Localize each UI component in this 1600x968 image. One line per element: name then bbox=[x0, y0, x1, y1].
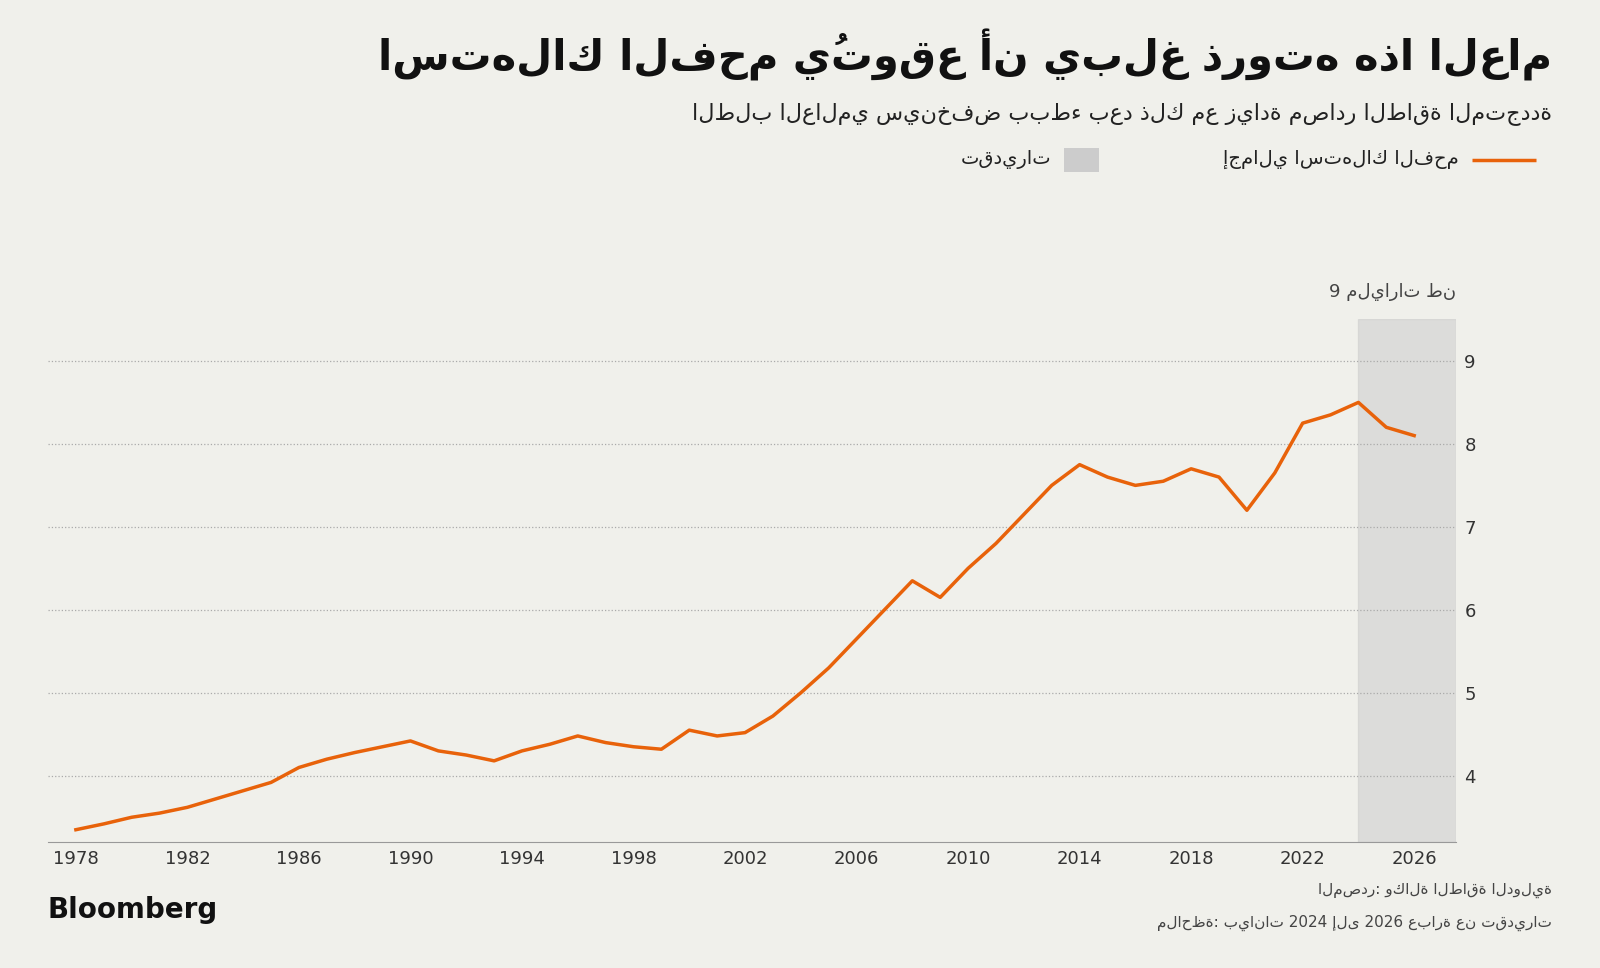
Text: تقديرات: تقديرات bbox=[960, 150, 1051, 169]
Text: المصدر: وكالة الطاقة الدولية: المصدر: وكالة الطاقة الدولية bbox=[1318, 883, 1552, 898]
Text: Bloomberg: Bloomberg bbox=[48, 896, 218, 924]
Text: ملاحظة: بيانات 2024 إلى 2026 عبارة عن تقديرات: ملاحظة: بيانات 2024 إلى 2026 عبارة عن تق… bbox=[1157, 915, 1552, 931]
Text: إجمالي استهلاك الفحم: إجمالي استهلاك الفحم bbox=[1224, 150, 1459, 169]
Text: الطلب العالمي سينخفض ببطء بعد ذلك مع زيادة مصادر الطاقة المتجددة: الطلب العالمي سينخفض ببطء بعد ذلك مع زيا… bbox=[691, 102, 1552, 125]
Text: استهلاك الفحم يُتوقع أن يبلغ ذروته هذا العام: استهلاك الفحم يُتوقع أن يبلغ ذروته هذا ا… bbox=[378, 29, 1552, 81]
Text: 9 مليارات طن: 9 مليارات طن bbox=[1330, 284, 1456, 301]
Bar bbox=[1358, 319, 1456, 842]
